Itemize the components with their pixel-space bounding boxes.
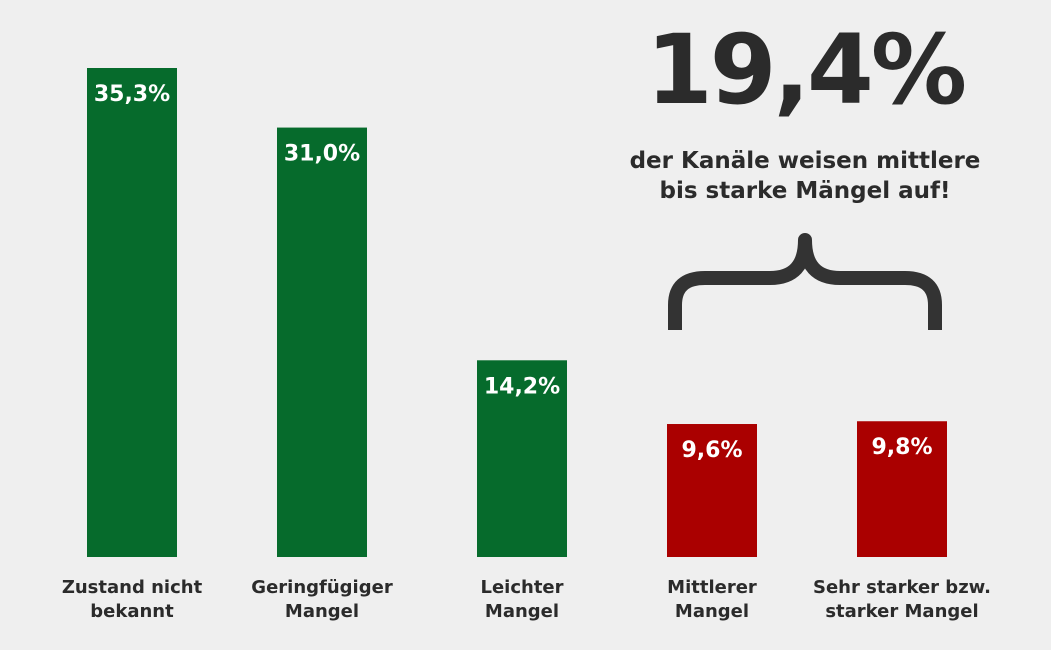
bar-3 (477, 360, 567, 557)
bar-value-label-1: 35,3% (94, 82, 170, 107)
highlight-caption: der Kanäle weisen mittlere bis starke Mä… (600, 146, 1010, 206)
category-label-4-line-2: Mangel (675, 601, 749, 622)
category-label-5-line-1: Sehr starker bzw. (813, 577, 991, 598)
category-label-1-line-2: bekannt (90, 601, 174, 622)
category-label-5-line-2: starker Mangel (825, 601, 978, 622)
category-label-1-line-1: Zustand nicht (62, 577, 203, 598)
highlight-caption-line-1: der Kanäle weisen mittlere (629, 148, 981, 174)
highlight-caption-line-2: bis starke Mängel auf! (659, 178, 951, 204)
bar-5 (857, 421, 947, 557)
category-label-2-line-2: Mangel (285, 601, 359, 622)
bar-value-label-2: 31,0% (284, 142, 360, 167)
highlight-percentage: 19,4% (645, 14, 967, 126)
bar-value-label-5: 9,8% (871, 435, 932, 460)
bar-value-label-4: 9,6% (681, 438, 742, 463)
category-label-2-line-1: Geringfügiger (251, 577, 393, 598)
bar-2 (277, 127, 367, 557)
bar-4 (667, 424, 757, 557)
category-label-3-line-2: Mangel (485, 601, 559, 622)
category-label-3-line-1: Leichter (480, 577, 563, 598)
grouping-brace (668, 233, 942, 330)
bar-1 (87, 68, 177, 557)
category-label-4-line-1: Mittlerer (667, 577, 757, 598)
bar-value-label-3: 14,2% (484, 374, 560, 399)
